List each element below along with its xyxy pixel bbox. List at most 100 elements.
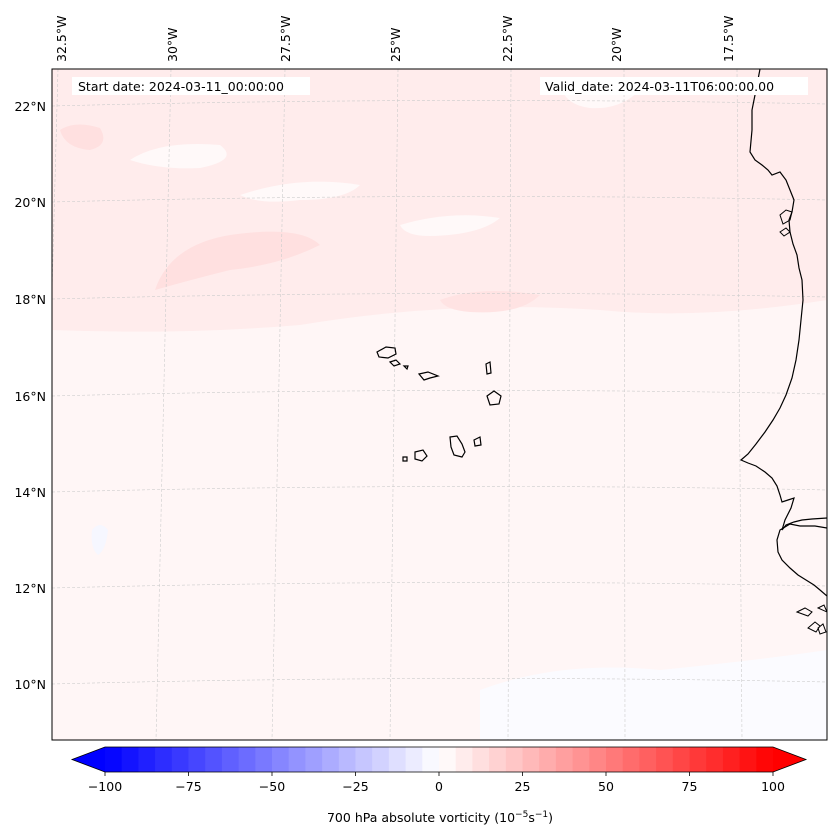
colorbar-label: 700 hPa absolute vorticity (10−5s−1)	[327, 810, 553, 825]
colorbar-cell	[121, 747, 139, 772]
colorbar-cell	[255, 747, 273, 772]
colorbar-tick-label: 25	[515, 779, 531, 794]
colorbar-cell	[439, 747, 457, 772]
colorbar-tick-label: 0	[435, 779, 443, 794]
lon-label: 30°W	[165, 27, 180, 62]
lat-label: 20°N	[14, 195, 46, 210]
vorticity-field-blue-2	[91, 525, 108, 555]
map-frame	[51, 68, 828, 741]
colorbar-tick-label: 75	[682, 779, 698, 794]
island-sao-vicente	[388, 359, 402, 367]
colorbar-cell	[539, 747, 557, 772]
colorbar-cell	[689, 747, 707, 772]
colorbar-cell	[155, 747, 173, 772]
colorbar-cell	[372, 747, 390, 772]
lat-label: 16°N	[14, 389, 46, 404]
colorbar-cells	[72, 747, 806, 772]
lon-label: 17.5°W	[721, 16, 736, 62]
colorbar-cell	[105, 747, 123, 772]
vorticity-field-white-1	[130, 144, 227, 169]
colorbar-cell	[422, 747, 440, 772]
vorticity-field-white-3	[400, 215, 500, 236]
map-panel	[52, 69, 827, 740]
island-brava	[402, 456, 408, 462]
vorticity-field-white-2	[240, 181, 360, 202]
vorticity-field-patch-2	[60, 124, 104, 150]
lon-label: 20°W	[609, 27, 624, 62]
lat-label: 10°N	[14, 677, 46, 692]
colorbar-extend-min	[72, 747, 105, 772]
colorbar-cell	[138, 747, 156, 772]
colorbar-cell	[639, 747, 657, 772]
colorbar-cell	[522, 747, 540, 772]
island-boa-vista	[486, 390, 502, 406]
coastline-mauritania-inlet	[779, 209, 793, 237]
lat-label: 12°N	[14, 581, 46, 596]
colorbar-cell	[288, 747, 306, 772]
colorbar-cell	[672, 747, 690, 772]
vorticity-field-patch-3	[440, 291, 540, 313]
lat-label: 22°N	[14, 99, 46, 114]
lat-labels: 22°N 20°N 18°N 16°N 14°N 12°N 10°N	[14, 99, 46, 692]
colorbar-cell	[338, 747, 356, 772]
colorbar-cell	[221, 747, 240, 772]
vorticity-field-patch-1	[155, 231, 320, 290]
colorbar-cell	[722, 747, 741, 772]
coastline-west-africa	[739, 69, 827, 531]
lon-labels: 32.5°W 30°W 27.5°W 25°W 22.5°W 20°W 17.5…	[54, 16, 736, 62]
colorbar-cell	[572, 747, 590, 772]
start-date-box	[72, 77, 310, 95]
island-santo-antao	[376, 346, 397, 359]
island-sao-nicolau	[417, 371, 440, 381]
lat-label: 14°N	[14, 485, 46, 500]
colorbar-cell	[622, 747, 640, 772]
colorbar-cell	[388, 747, 407, 772]
island-fogo	[414, 449, 428, 462]
graticule-parallels	[52, 100, 827, 685]
coastline-bijagos	[795, 604, 827, 635]
island-maio	[473, 436, 482, 447]
colorbar-cell	[489, 747, 507, 772]
colorbar-cell	[238, 747, 256, 772]
colorbar-cell	[405, 747, 423, 772]
colorbar-ticks: −100 −75 −50 −25 0 25 50 75 100	[88, 772, 785, 794]
colorbar-cell	[171, 747, 189, 772]
colorbar-cell	[589, 747, 607, 772]
colorbar-tick-label: −50	[259, 779, 285, 794]
island-sal	[485, 361, 492, 375]
lon-label: 27.5°W	[278, 16, 293, 62]
colorbar-cell	[188, 747, 206, 772]
island-santiago	[449, 435, 466, 458]
colorbar-cell	[739, 747, 757, 772]
colorbar-cell	[355, 747, 373, 772]
colorbar-tick-label: 50	[598, 779, 614, 794]
lon-label: 25°W	[388, 27, 403, 62]
colorbar-cell	[606, 747, 624, 772]
colorbar-extend-max	[773, 747, 806, 772]
valid-date-box	[540, 77, 808, 95]
colorbar: −100 −75 −50 −25 0 25 50 75 100 700 hPa absolute…	[70, 746, 808, 825]
lon-label: 32.5°W	[54, 16, 69, 62]
colorbar-cell	[322, 747, 340, 772]
valid-date-text: Valid_date: 2024-03-11T06:00:00.00	[545, 79, 774, 94]
colorbar-tick-label: −25	[342, 779, 368, 794]
colorbar-cell	[305, 747, 323, 772]
graticule-meridians	[52, 69, 743, 740]
colorbar-cell	[756, 747, 774, 772]
vorticity-field-blue-1	[480, 650, 827, 740]
colorbar-tick-label: 100	[761, 779, 785, 794]
colorbar-tick-label: −75	[175, 779, 201, 794]
colorbar-cell	[205, 747, 223, 772]
colorbar-tick-label: −100	[88, 779, 122, 794]
colorbar-cell	[272, 747, 290, 772]
coastline-guinea-bissau	[776, 523, 827, 597]
island-santa-luzia	[402, 365, 409, 371]
colorbar-cell	[505, 747, 523, 772]
start-date-text: Start date: 2024-03-11_00:00:00	[78, 79, 284, 94]
lon-label: 22.5°W	[500, 16, 515, 62]
colorbar-cell	[706, 747, 724, 772]
colorbar-cell	[472, 747, 490, 772]
colorbar-cell	[656, 747, 674, 772]
lat-label: 18°N	[14, 292, 46, 307]
